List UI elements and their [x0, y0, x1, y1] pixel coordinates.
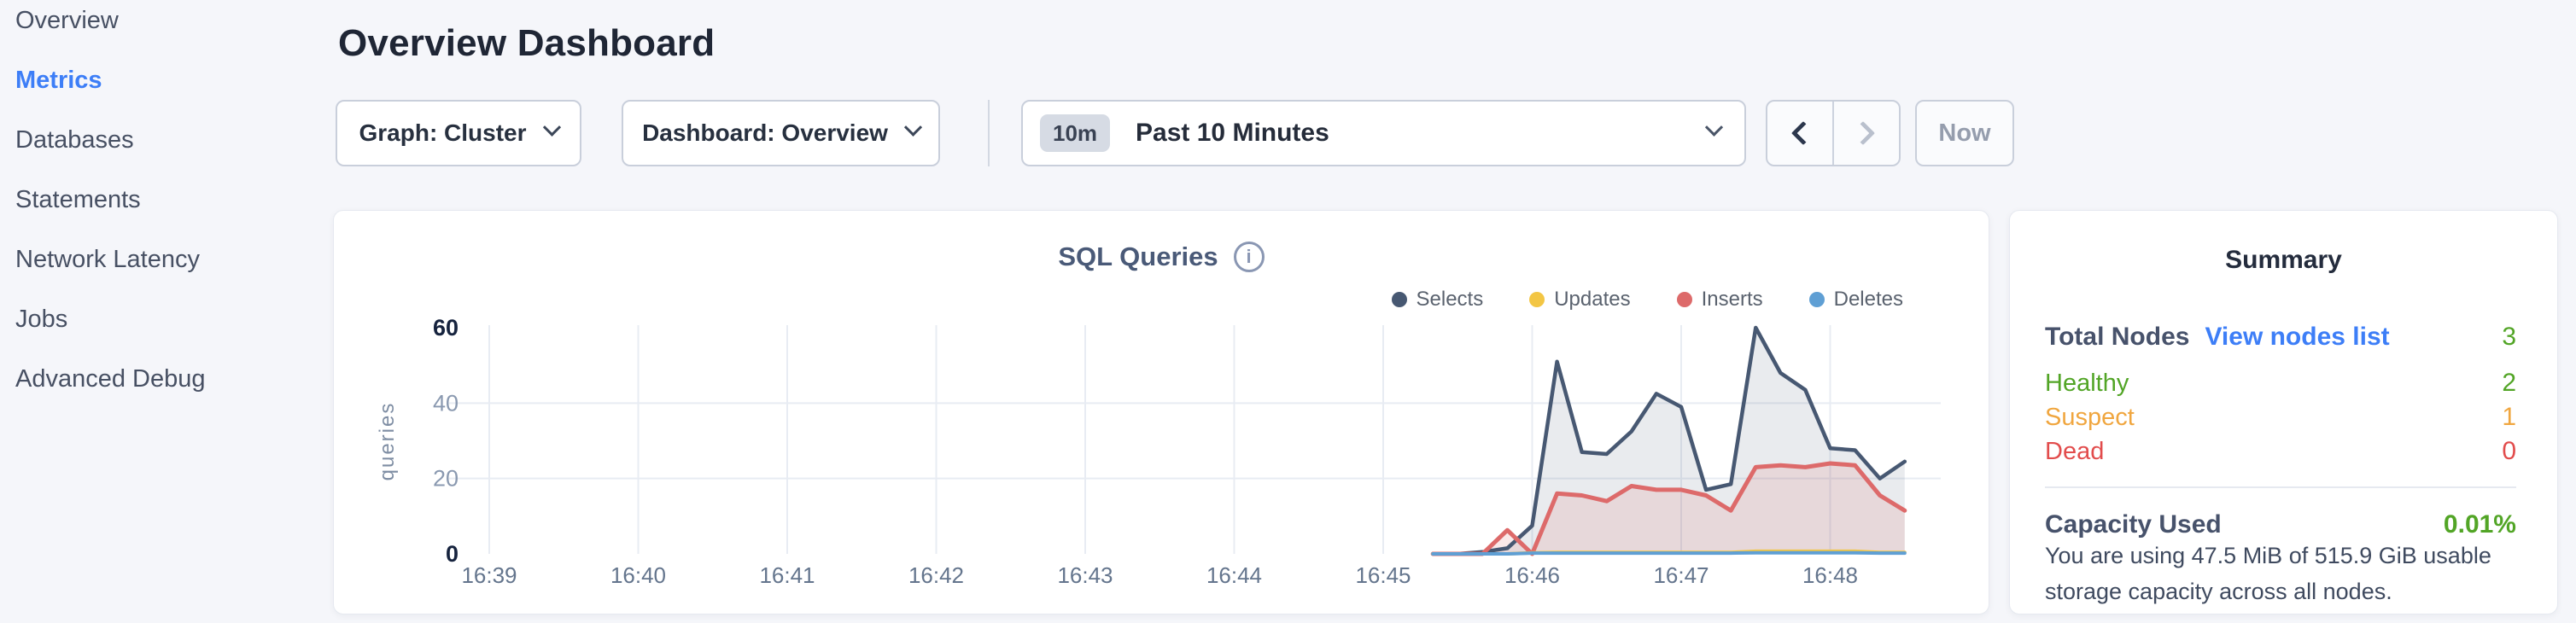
x-tick-label: 16:44: [1206, 562, 1262, 588]
legend-item-selects: Selects: [1391, 288, 1484, 312]
x-tick-label: 16:45: [1355, 562, 1411, 588]
sidebar-item-network-latency[interactable]: Network Latency: [15, 245, 200, 273]
legend-item-inserts: Inserts: [1676, 288, 1763, 312]
legend-dot-icon: [1391, 292, 1407, 307]
chevron-down-icon: [542, 118, 561, 137]
sidebar-item-advanced-debug[interactable]: Advanced Debug: [15, 364, 206, 393]
chart-title: SQL Queries: [1058, 242, 1218, 271]
series-area-selects: [1433, 328, 1905, 554]
legend-item-deletes: Deletes: [1808, 288, 1903, 312]
status-label: Healthy: [2045, 369, 2129, 397]
now-button[interactable]: Now: [1915, 100, 2014, 166]
chevron-down-icon: [1704, 118, 1724, 137]
legend-item-updates: Updates: [1529, 288, 1631, 312]
time-range-label: Past 10 Minutes: [1136, 119, 1329, 147]
sidebar-item-metrics[interactable]: Metrics: [15, 66, 102, 94]
series-line-inserts: [1430, 461, 1907, 556]
next-interval-button[interactable]: [1832, 102, 1899, 165]
x-tick-label: 16:41: [759, 562, 815, 588]
total-nodes-row: Total Nodes View nodes list 3: [2045, 323, 2516, 352]
status-row-dead: Dead 0: [2045, 437, 2516, 466]
series-line-deletes: [1431, 550, 1907, 556]
legend-label: Updates: [1554, 288, 1631, 311]
y-tick-label: 40: [433, 390, 459, 416]
legend-dot-icon: [1676, 292, 1692, 307]
page-title: Overview Dashboard: [338, 22, 716, 64]
x-tick-label: 16:43: [1057, 562, 1113, 588]
x-tick-label: 16:46: [1504, 562, 1560, 588]
total-nodes-label: Total Nodes: [2045, 323, 2190, 351]
graph-scope-dropdown[interactable]: Graph: Cluster: [336, 100, 581, 166]
series-area-inserts: [1433, 463, 1905, 554]
capacity-used-value: 0.01%: [2443, 510, 2516, 539]
summary-divider: [2045, 486, 2516, 488]
y-tick-label: 20: [433, 466, 459, 492]
series-line-selects: [1430, 325, 1907, 556]
summary-title: Summary: [2225, 246, 2342, 274]
status-row-healthy: Healthy 2: [2045, 369, 2516, 398]
time-range-badge: 10m: [1040, 114, 1111, 152]
time-interval-arrows: [1766, 100, 1901, 166]
y-tick-label: 60: [433, 315, 459, 341]
prev-interval-button[interactable]: [1767, 102, 1832, 165]
sidebar-item-overview[interactable]: Overview: [15, 6, 119, 34]
sidebar-item-databases[interactable]: Databases: [15, 125, 134, 154]
dashboard-dropdown[interactable]: Dashboard: Overview: [622, 100, 940, 166]
capacity-description: You are using 47.5 MiB of 515.9 GiB usab…: [2045, 543, 2491, 604]
status-value: 0: [2502, 437, 2516, 465]
legend-label: Inserts: [1701, 288, 1763, 311]
sidebar-item-statements[interactable]: Statements: [15, 185, 141, 213]
sql-queries-chart[interactable]: 16:39 16:40 16:41 16:42 16:43 16:44 16:45 16:46…: [334, 211, 1989, 614]
legend-dot-icon: [1529, 292, 1545, 307]
x-tick-label: 16:42: [908, 562, 964, 588]
status-label: Dead: [2045, 437, 2105, 465]
legend-dot-icon: [1808, 292, 1825, 307]
chart-title-row: SQL Queries i: [334, 242, 1989, 272]
legend-label: Selects: [1416, 288, 1484, 311]
chevron-right-icon: [1850, 120, 1876, 146]
x-tick-label: 16:40: [610, 562, 666, 588]
y-axis-unit-label: queries: [376, 402, 399, 481]
total-nodes-value: 3: [2502, 323, 2516, 351]
dashboard-label: Dashboard: Overview: [642, 119, 888, 146]
view-nodes-list-link[interactable]: View nodes list: [2205, 323, 2390, 351]
controls-divider: [988, 100, 990, 166]
sidebar: Overview Metrics Databases Statements Networ…: [15, 0, 314, 409]
legend-label: Deletes: [1833, 288, 1903, 311]
summary-card: [2009, 210, 2558, 614]
capacity-used-row: Capacity Used 0.01%: [2045, 510, 2516, 539]
sql-queries-chart-card: 16:39 16:40 16:41 16:42 16:43 16:44 16:45 16:46…: [333, 210, 1989, 614]
time-range-dropdown[interactable]: 10m Past 10 Minutes: [1021, 100, 1746, 166]
sidebar-item-jobs[interactable]: Jobs: [15, 305, 68, 333]
status-row-suspect: Suspect 1: [2045, 403, 2516, 432]
chart-legend: Selects Updates Inserts Deletes: [1391, 288, 1903, 312]
x-tick-label: 16:39: [461, 562, 517, 588]
capacity-used-label: Capacity Used: [2045, 510, 2222, 539]
status-value: 2: [2502, 369, 2516, 397]
graph-scope-label: Graph: Cluster: [359, 119, 527, 146]
x-tick-label: 16:47: [1653, 562, 1709, 588]
status-value: 1: [2502, 403, 2516, 431]
status-label: Suspect: [2045, 403, 2135, 431]
y-tick-label: 0: [446, 541, 459, 567]
chevron-left-icon: [1790, 120, 1816, 146]
x-tick-label: 16:48: [1802, 562, 1858, 588]
info-icon[interactable]: i: [1233, 242, 1265, 272]
chevron-down-icon: [903, 118, 923, 137]
